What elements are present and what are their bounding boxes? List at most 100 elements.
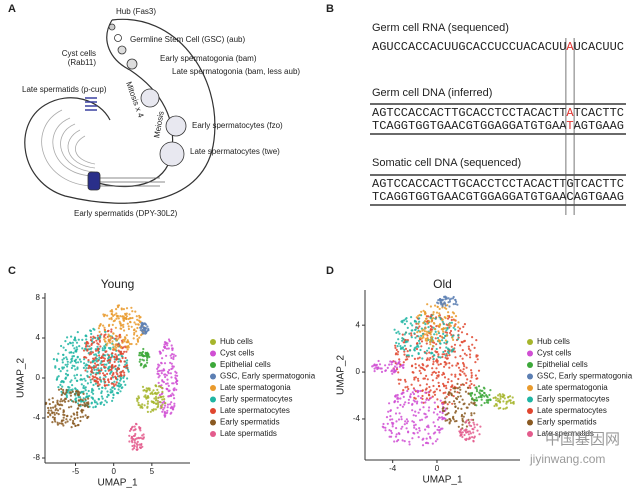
cell-point xyxy=(59,400,62,403)
cell-point xyxy=(144,331,147,334)
cell-point xyxy=(420,418,424,421)
cell-point xyxy=(120,355,123,358)
cell-point xyxy=(51,412,54,415)
cell-point xyxy=(82,415,85,418)
cell-point xyxy=(432,432,435,435)
cell-point xyxy=(138,314,141,317)
cell-point xyxy=(435,333,438,336)
cell-point xyxy=(429,331,432,334)
cell-point xyxy=(57,386,60,389)
diagram-label: Early spermatogonia (bam) xyxy=(160,54,257,63)
cell-point xyxy=(416,400,419,403)
cell-point xyxy=(439,428,442,431)
cell-point xyxy=(441,427,444,430)
cell-point xyxy=(402,361,405,364)
cell-point xyxy=(139,351,142,354)
cell-point xyxy=(397,432,400,435)
cell-point xyxy=(138,360,141,363)
cell-point xyxy=(448,348,451,351)
legend-marker xyxy=(210,385,216,391)
cell-point xyxy=(79,398,82,401)
cell-point xyxy=(498,401,502,404)
cell-point xyxy=(422,367,425,371)
cell-point xyxy=(111,389,114,392)
cell-point xyxy=(448,422,451,425)
cell-point xyxy=(100,401,103,404)
cell-point xyxy=(79,374,82,377)
cell-point xyxy=(64,363,67,366)
cell-point xyxy=(61,404,64,407)
cell-point xyxy=(431,328,434,331)
cell-point xyxy=(135,330,138,333)
cell-point xyxy=(128,434,131,437)
cell-point xyxy=(54,365,57,368)
cell-point xyxy=(115,339,118,342)
cell-point xyxy=(446,317,450,320)
cell-point xyxy=(407,387,410,391)
cell-point xyxy=(471,397,474,400)
cell-point xyxy=(475,399,478,402)
cell-point xyxy=(470,382,473,386)
cell-point xyxy=(167,347,170,350)
cell-point xyxy=(53,411,56,414)
cell-point xyxy=(471,343,474,346)
cell-point xyxy=(133,333,136,336)
cell-point xyxy=(120,373,123,376)
cell-point xyxy=(444,302,447,305)
cell-point xyxy=(117,384,120,387)
cell-point xyxy=(76,413,79,417)
cell-point xyxy=(424,310,427,314)
cell-point xyxy=(416,377,420,380)
cell-point xyxy=(465,419,468,422)
cell-point xyxy=(175,382,179,386)
cell-point xyxy=(442,392,445,395)
cell-point xyxy=(136,440,139,443)
cell-point xyxy=(463,412,466,415)
cell-point xyxy=(439,298,442,301)
cell-point xyxy=(62,416,65,419)
cell-point xyxy=(130,426,134,429)
cell-point xyxy=(133,441,136,444)
cell-point xyxy=(497,394,500,397)
cell-point xyxy=(454,387,457,390)
cell-point xyxy=(123,360,126,363)
cell-point xyxy=(394,412,398,415)
cell-point xyxy=(460,407,463,410)
cell-point xyxy=(438,307,441,310)
cell-point xyxy=(409,395,412,398)
cell-point xyxy=(126,348,129,351)
sequence-part: AGUCCACCACUUGCACCUCCUACACUU xyxy=(372,40,566,54)
cell-point xyxy=(396,396,399,399)
cell-point xyxy=(422,437,425,440)
cell-point xyxy=(436,301,439,304)
cell-point xyxy=(97,327,100,330)
cell-point xyxy=(118,320,121,323)
cell-point xyxy=(122,317,125,320)
cell-point xyxy=(429,356,432,360)
cell-point xyxy=(113,380,116,383)
cell-point xyxy=(64,340,67,343)
cell-point xyxy=(393,440,396,443)
cell-point xyxy=(458,386,461,389)
cell-point xyxy=(172,357,175,361)
cell-point xyxy=(472,440,475,443)
cell-point xyxy=(146,406,149,409)
cell-point xyxy=(376,366,379,369)
cell-point xyxy=(373,367,376,370)
cell-point xyxy=(120,352,123,355)
cell-point xyxy=(413,357,416,360)
spermatogonia xyxy=(126,58,138,70)
cell-point xyxy=(80,409,83,412)
cell-point xyxy=(69,361,72,364)
cell-point xyxy=(384,369,387,372)
cell-point xyxy=(158,350,161,353)
cell-point xyxy=(444,339,447,342)
cell-point xyxy=(55,377,59,381)
cell-point xyxy=(420,334,423,337)
cell-point xyxy=(401,364,404,367)
cell-point xyxy=(68,341,72,344)
cell-point xyxy=(450,321,453,324)
spermatocyte-cyst xyxy=(159,141,185,167)
cell-point xyxy=(441,418,444,421)
cell-point xyxy=(82,349,86,352)
